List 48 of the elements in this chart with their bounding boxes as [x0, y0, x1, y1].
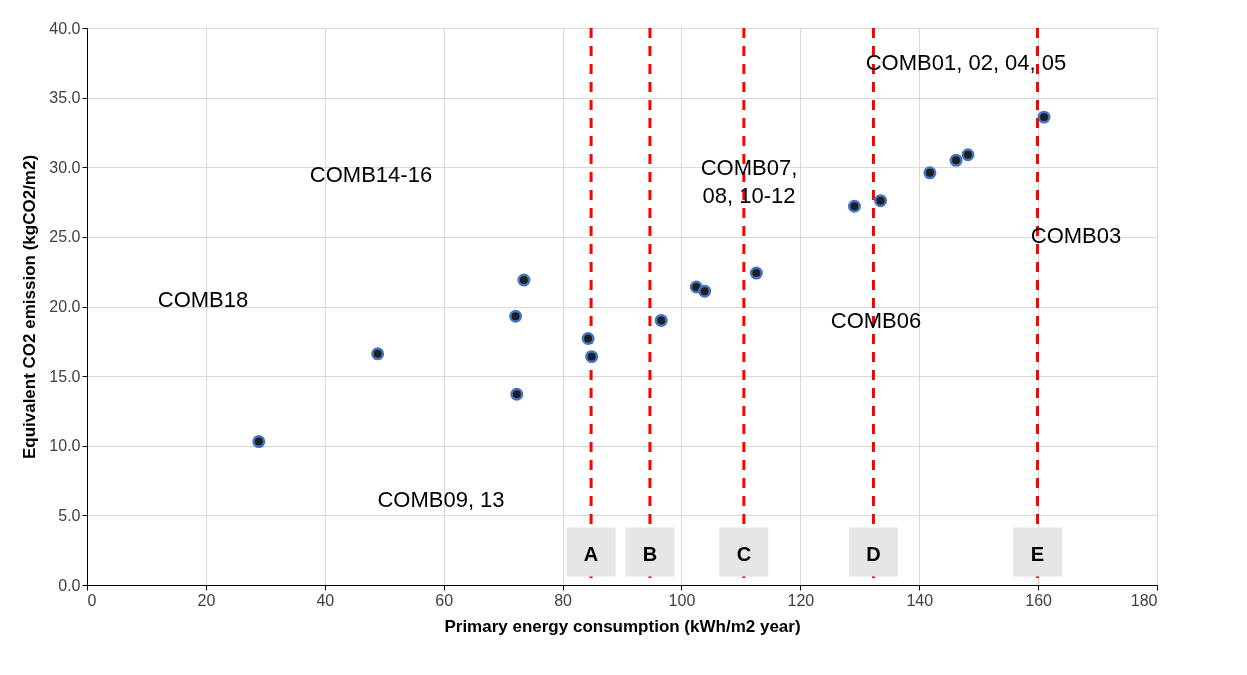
y-tick-label: 0.0 [58, 576, 81, 594]
point [1037, 110, 1051, 124]
point [510, 387, 524, 401]
point [517, 273, 531, 287]
annotation: COMB14-16 [309, 162, 433, 187]
ref-line-label: B [642, 543, 658, 565]
point [961, 148, 975, 162]
x-tick-label: 100 [668, 591, 696, 609]
x-tick-label: 60 [435, 591, 454, 609]
x-tick-label: 20 [197, 591, 216, 609]
point [698, 284, 712, 298]
ref-line-label: E [1030, 543, 1045, 565]
point [585, 350, 599, 364]
point [654, 313, 668, 327]
y-tick-label: 15.0 [49, 367, 81, 385]
annotation: COMB18 [157, 287, 249, 312]
y-tick-label: 40.0 [49, 19, 81, 37]
ref-line-label: C [736, 543, 752, 565]
x-axis-title: Primary energy consumption (kWh/m2 year) [444, 616, 801, 636]
point [923, 166, 937, 180]
x-tick-label: 80 [554, 591, 573, 609]
annotation: COMB03 [1030, 223, 1122, 248]
annotation: COMB07, 08, 10-12 [700, 155, 798, 208]
y-tick-label: 35.0 [49, 89, 81, 107]
ref-line-label: D [866, 543, 881, 565]
point [252, 435, 266, 449]
x-tick-label: 180 [1130, 591, 1158, 609]
y-tick-label: 5.0 [58, 506, 81, 524]
y-tick-label: 30.0 [49, 158, 81, 176]
point [581, 332, 595, 346]
y-axis-title: Equivalent CO2 emission (kgCO2/m2) [20, 154, 40, 460]
point [371, 347, 385, 361]
point [874, 194, 888, 208]
x-tick-label: 160 [1025, 591, 1053, 609]
x-tick-label: 40 [316, 591, 335, 609]
x-tick-label: 140 [906, 591, 934, 609]
x-tick-label: 0 [87, 591, 97, 609]
point [749, 266, 763, 280]
point [949, 153, 963, 167]
y-tick-label: 20.0 [49, 298, 81, 315]
y-tick-label: 25.0 [49, 228, 81, 246]
annotation: COMB01, 02, 04, 05 [865, 50, 1067, 75]
x-tick-label: 120 [787, 591, 815, 609]
point [509, 309, 523, 323]
ref-line-label: A [583, 543, 599, 565]
y-tick-label: 10.0 [49, 437, 81, 455]
point [847, 199, 861, 213]
annotation: COMB09, 13 [377, 487, 505, 512]
